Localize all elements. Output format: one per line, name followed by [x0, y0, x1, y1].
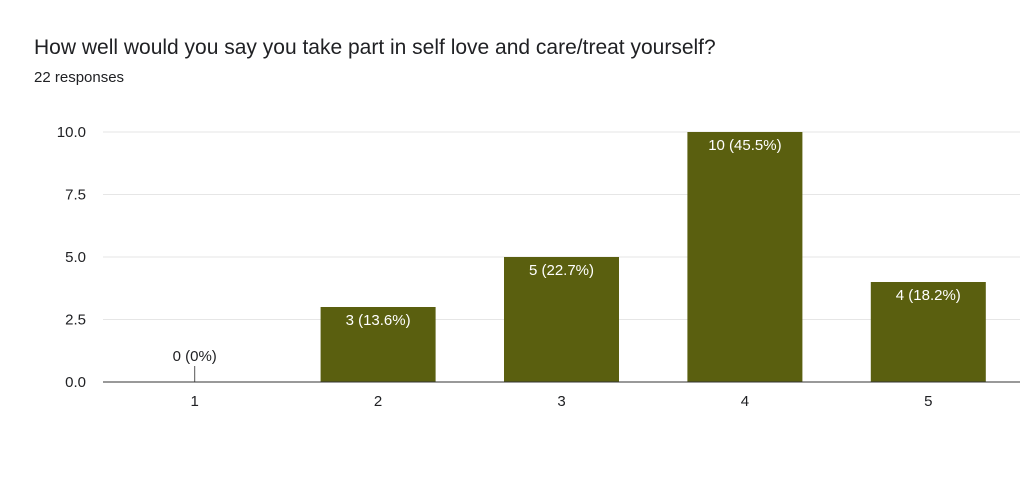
x-tick-label: 1	[191, 393, 199, 410]
y-tick-label: 2.5	[65, 312, 86, 329]
x-tick-label: 4	[741, 393, 749, 410]
bars	[194, 132, 986, 382]
chart-title: How well would you say you take part in …	[34, 36, 716, 59]
x-tick-label: 2	[374, 393, 382, 410]
y-axis-ticks: 0.0 2.5 5.0 7.5 10.0	[57, 124, 86, 391]
response-count: 22 responses	[34, 69, 125, 86]
bar	[870, 282, 986, 382]
data-label: 5 (22.7%)	[529, 262, 594, 279]
bar	[320, 307, 436, 382]
data-label: 0 (0%)	[173, 348, 217, 365]
data-label: 3 (13.6%)	[346, 312, 411, 329]
y-tick-label: 0.0	[65, 374, 86, 391]
y-tick-label: 7.5	[65, 187, 86, 204]
y-tick-label: 10.0	[57, 124, 86, 141]
data-label: 4 (18.2%)	[896, 287, 961, 304]
data-label: 10 (45.5%)	[708, 137, 781, 154]
data-labels: 0 (0%) 3 (13.6%) 5 (22.7%) 10 (45.5%) 4 (18.…	[173, 137, 961, 365]
x-axis-ticks: 1 2 3 4 5	[191, 393, 933, 410]
x-tick-label: 5	[924, 393, 932, 410]
bar	[687, 132, 803, 382]
x-tick-label: 3	[557, 393, 565, 410]
y-tick-label: 5.0	[65, 249, 86, 266]
bar	[504, 257, 619, 382]
